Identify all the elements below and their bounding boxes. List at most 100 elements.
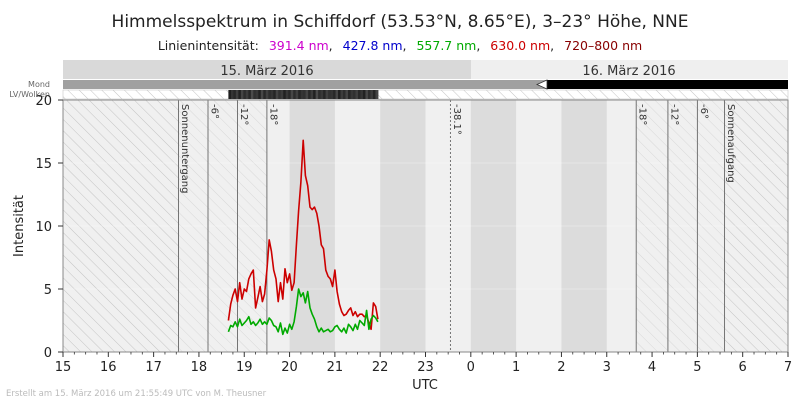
x-tick-label: 3: [603, 360, 611, 375]
moon-visible-bar: [547, 80, 788, 89]
clouds-strip-cell: [323, 90, 327, 99]
clouds-strip-cell: [375, 90, 379, 99]
legend-entry-427: 427.8 nm: [343, 38, 403, 53]
clouds-strip-cell: [313, 90, 317, 99]
clouds-strip-cell: [240, 90, 244, 99]
x-tick-label: 1: [512, 360, 520, 375]
clouds-strip-cell: [228, 90, 232, 99]
clouds-strip-cell: [235, 90, 239, 99]
legend-entry-630: 630.0 nm: [490, 38, 550, 53]
legend-line: Linienintensität: 391.4 nm, 427.8 nm, 55…: [158, 38, 642, 53]
y-axis-label: Intensität: [12, 195, 27, 257]
clouds-strip-cell: [285, 90, 289, 99]
clouds-strip-cell: [372, 90, 376, 99]
sun-event-label: Sonnenuntergang: [179, 104, 190, 193]
clouds-strip-cell: [290, 90, 294, 99]
clouds-strip-cell: [333, 90, 337, 99]
x-tick-label: 4: [648, 360, 656, 375]
sun-event-label: -18°: [637, 104, 648, 125]
clouds-strip-cell: [325, 90, 329, 99]
series-line-1: [227, 288, 379, 336]
clouds-strip-cell: [303, 90, 307, 99]
clouds-strip-cell: [255, 90, 259, 99]
clouds-strip-cell: [270, 90, 274, 99]
clouds-strip-cell: [238, 90, 242, 99]
x-tick-label: 5: [693, 360, 701, 375]
x-tick-label: 23: [417, 360, 434, 375]
clouds-strip-cell: [245, 90, 249, 99]
clouds-strip-cell: [335, 90, 339, 99]
clouds-strip-cell: [365, 90, 369, 99]
sun-event-label: -6°: [209, 104, 220, 119]
x-tick-label: 2: [557, 360, 565, 375]
legend-entry-391: 391.4 nm: [269, 38, 329, 53]
clouds-strip-cell: [260, 90, 264, 99]
y-tick-label: 20: [35, 94, 52, 109]
clouds-strip-cell: [315, 90, 319, 99]
y-tick-label: 15: [35, 157, 52, 172]
date-bar-day2: [471, 60, 788, 79]
clouds-strip-cell: [330, 90, 334, 99]
sun-event-label: -38.1°: [451, 104, 462, 135]
clouds-strip-cell: [233, 90, 237, 99]
legend-entry-720-800: 720–800 nm: [564, 38, 642, 53]
clouds-strip-cell: [263, 90, 267, 99]
footer-credit: Erstellt am 15. März 2016 um 21:55:49 UT…: [6, 389, 267, 399]
clouds-strip-cell: [328, 90, 332, 99]
x-tick-label: 6: [739, 360, 747, 375]
clouds-strip-cell: [370, 90, 374, 99]
sun-event-label: -18°: [267, 104, 278, 125]
moonrise-marker: [536, 79, 548, 90]
clouds-strip-cell: [273, 90, 277, 99]
clouds-strip-cell: [340, 90, 344, 99]
legend-prefix: Linienintensität:: [158, 38, 259, 53]
x-tick-label: 22: [372, 360, 389, 375]
sun-event-lines: Sonnenuntergang -6° -12° -18° -38.1° -18° -12°…: [178, 100, 736, 352]
clouds-strip-cell: [362, 90, 366, 99]
x-tick-label: 16: [100, 360, 117, 375]
clouds-strip-cell: [305, 90, 309, 99]
x-axis: 15 16 17 18 19 20 21 22 23 0 1 2 3 4 5 6 7: [55, 352, 792, 375]
data-series: [227, 139, 379, 336]
clouds-strip-cell: [310, 90, 314, 99]
x-tick-label: 17: [145, 360, 162, 375]
sun-event-label: -6°: [698, 104, 709, 119]
x-tick-label: 15: [55, 360, 72, 375]
clouds-strip-cell: [355, 90, 359, 99]
clouds-strip-cell: [248, 90, 252, 99]
legend-entry-557: 557.7 nm: [416, 38, 476, 53]
x-tick-label: 21: [327, 360, 344, 375]
clouds-strip-cell: [253, 90, 257, 99]
clouds-strip-cell: [280, 90, 284, 99]
clouds-strip-cell: [357, 90, 361, 99]
y-tick-label: 5: [44, 283, 52, 298]
clouds-strip-cell: [265, 90, 269, 99]
clouds-strip-cell: [295, 90, 299, 99]
sun-event-label: -12°: [668, 104, 679, 125]
x-tick-label: 20: [281, 360, 298, 375]
y-axis: 0 5 10 15 20: [35, 94, 63, 361]
series-line-0: [227, 139, 379, 331]
chart-title: Himmelsspektrum in Schiffdorf (53.53°N, …: [112, 12, 689, 32]
clouds-observation-strip: [228, 90, 379, 99]
x-tick-label: 18: [191, 360, 208, 375]
clouds-strip-cell: [268, 90, 272, 99]
clouds-strip-cell: [353, 90, 356, 99]
y-tick-label: 0: [44, 346, 52, 361]
clouds-strip-cell: [258, 90, 262, 99]
clouds-strip-cell: [278, 90, 282, 99]
clouds-strip-cell: [300, 90, 304, 99]
clouds-strip-cell: [360, 90, 364, 99]
clouds-strip-cell: [250, 90, 254, 99]
clouds-strip-cell: [308, 90, 312, 99]
clouds-strip-cell: [230, 90, 234, 99]
clouds-strip-cell: [348, 90, 352, 99]
date-label-day1: 15. März 2016: [220, 64, 313, 79]
y-tick-label: 10: [35, 220, 52, 235]
clouds-strip-cell: [345, 90, 349, 99]
clouds-strip-cell: [298, 90, 302, 99]
clouds-strip-cell: [338, 90, 342, 99]
clouds-strip-cell: [350, 90, 354, 99]
sun-event-label: Sonnenaufgang: [725, 104, 736, 183]
